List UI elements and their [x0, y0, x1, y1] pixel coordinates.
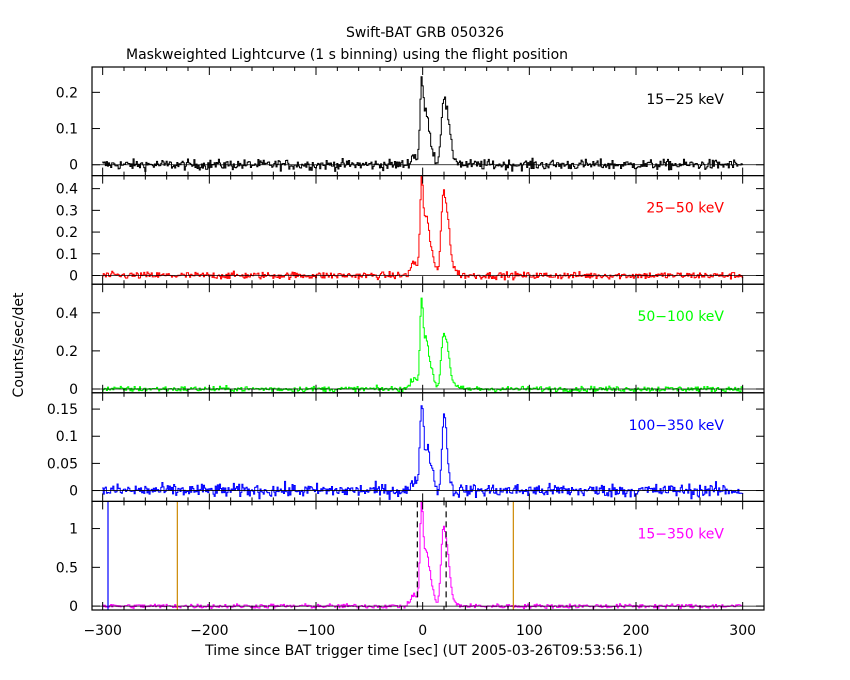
y-tick-label: 0.3: [56, 203, 78, 219]
y-tick-label: 0: [69, 599, 78, 615]
x-tick-label: −100: [297, 623, 335, 639]
band-label: 15−25 keV: [646, 92, 724, 108]
y-tick-label: 0.05: [47, 456, 78, 472]
panel-frame: [91, 283, 765, 394]
panel-5: 0 0.5 1 15−350 keV: [56, 500, 765, 615]
x-tick-label: 200: [623, 623, 650, 639]
panel-frame: [91, 500, 765, 611]
y-tick-label: 0.1: [56, 429, 78, 445]
y-tick-label: 0: [69, 158, 78, 174]
y-axis-label: Counts/sec/det: [11, 292, 27, 397]
y-tick-label: 0.4: [56, 182, 78, 198]
y-tick-label: 0.2: [56, 225, 78, 241]
panel-frame: [91, 392, 765, 502]
y-tick-label: 0.5: [56, 560, 78, 576]
band-label: 100−350 keV: [629, 418, 725, 434]
band-label: 25−50 keV: [646, 201, 724, 217]
y-tick-label: 0: [69, 484, 78, 500]
y-tick-label: 0: [69, 269, 78, 285]
lightcurve-line: [102, 175, 744, 281]
x-tick-label: 300: [729, 623, 756, 639]
panel-2: 0 0.1 0.2 0.3 0.4 25−50 keV: [56, 175, 765, 285]
y-tick-label: 1: [69, 522, 78, 538]
panel-frame: [91, 175, 765, 285]
x-tick-label: 0: [418, 623, 427, 639]
band-label: 15−350 keV: [637, 526, 724, 542]
x-tick-label: −200: [190, 623, 228, 639]
band-label: 50−100 keV: [637, 309, 724, 325]
y-tick-label: 0.2: [56, 344, 78, 360]
chart-title: Swift-BAT GRB 050326: [346, 25, 504, 41]
lightcurve-line: [102, 76, 744, 172]
panel-1: 0 0.1 0.2 15−25 keV: [56, 66, 765, 177]
y-tick-label: 0.2: [56, 85, 78, 101]
lightcurve-line: [102, 501, 744, 610]
lightcurve-line: [102, 297, 744, 394]
y-tick-label: 0: [69, 382, 78, 398]
chart-subtitle: Maskweighted Lightcurve (1 s binning) us…: [126, 47, 568, 63]
y-tick-label: 0.15: [47, 402, 78, 418]
x-tick-label: −300: [83, 623, 121, 639]
y-tick-label: 0.1: [56, 122, 78, 138]
panel-3: 0 0.2 0.4 50−100 keV: [56, 283, 765, 398]
x-tick-label: 100: [516, 623, 543, 639]
x-axis-label: Time since BAT trigger time [sec] (UT 20…: [204, 643, 643, 659]
y-tick-label: 0.4: [56, 306, 78, 322]
panel-4: 0 0.05 0.1 0.15 100−350 keV: [47, 392, 765, 502]
y-tick-label: 0.1: [56, 247, 78, 263]
